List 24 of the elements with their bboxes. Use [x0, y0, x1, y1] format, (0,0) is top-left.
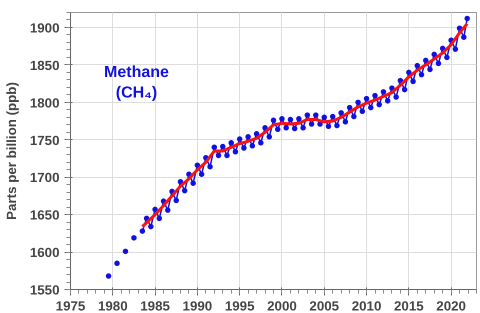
- y-tick-label: 1550: [30, 282, 60, 298]
- y-tick-label: 1800: [30, 95, 60, 110]
- x-tick-label: 2010: [352, 298, 382, 313]
- x-tick-label: 1985: [140, 298, 170, 313]
- y-axis-title: Parts per billion (ppb): [4, 82, 19, 220]
- x-tick-label: 1995: [224, 298, 256, 313]
- annotation: Methane (CH₄): [104, 64, 170, 102]
- x-tick-label: 2020: [436, 298, 466, 313]
- x-tick-label: 2000: [267, 298, 297, 313]
- y-tick-label: 1650: [30, 208, 60, 223]
- x-tick-label: 1975: [56, 298, 86, 313]
- point: [106, 273, 112, 279]
- point: [122, 248, 128, 254]
- y-tick-label: 1900: [30, 20, 60, 36]
- y-tick-label: 1600: [30, 245, 60, 260]
- point: [131, 235, 137, 241]
- y-tick-label: 1700: [30, 170, 60, 186]
- x-tick-label: 2015: [394, 298, 424, 313]
- x-tick-label: 1980: [98, 298, 128, 313]
- y-tick-label: 1850: [30, 58, 60, 73]
- x-tick-label: 2005: [309, 298, 340, 313]
- y-tick-label: 1750: [30, 132, 60, 148]
- point: [114, 260, 120, 266]
- x-tick-label: 1990: [182, 298, 212, 313]
